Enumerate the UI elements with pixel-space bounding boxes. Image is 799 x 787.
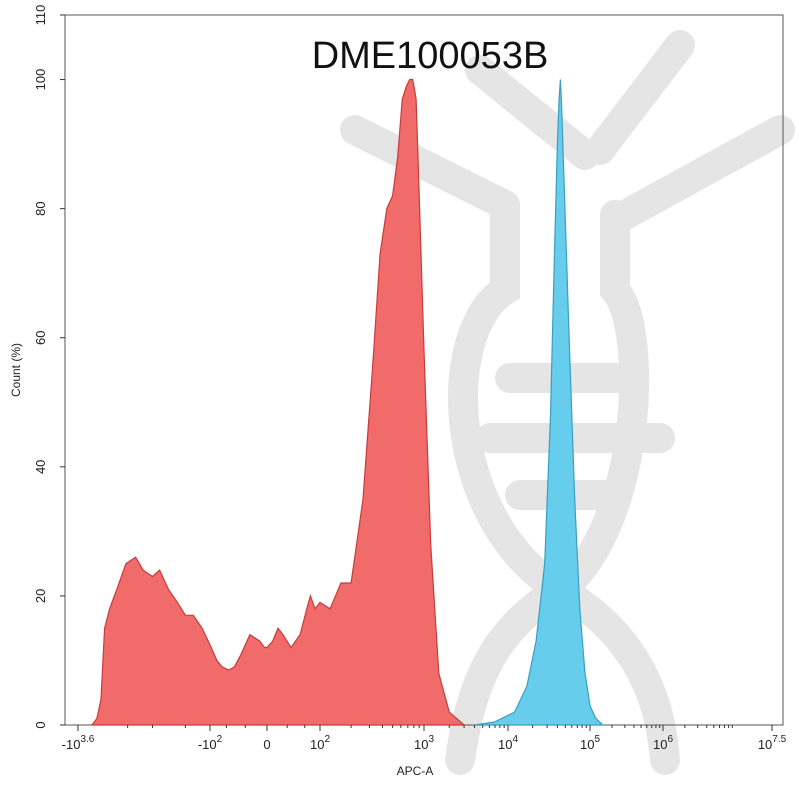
- y-tick-label: 100: [33, 69, 48, 91]
- x-axis-title: APC-A: [397, 764, 434, 778]
- x-tick-label: -103.6: [62, 734, 95, 752]
- x-tick-label: 0: [263, 737, 270, 752]
- series-layer: [90, 78, 605, 726]
- histogram-series-2: [474, 79, 605, 726]
- y-tick-label: 40: [33, 460, 48, 474]
- x-tick-label: 103: [414, 734, 434, 752]
- histogram-series-1: [90, 78, 466, 726]
- y-tick-label: 60: [33, 330, 48, 344]
- y-axis: 0 20 40 60 80 100 110: [33, 5, 65, 729]
- x-tick-label: -102: [198, 734, 223, 752]
- y-tick-label: 80: [33, 201, 48, 215]
- x-tick-label: 106: [653, 734, 673, 752]
- x-tick-label: 102: [310, 734, 330, 752]
- x-tick-label: 105: [580, 734, 600, 752]
- x-tick-label: 107.5: [758, 734, 787, 752]
- y-tick-label: 0: [33, 721, 48, 728]
- chart-title: DME100053B: [312, 35, 549, 77]
- y-tick-label: 20: [33, 589, 48, 603]
- x-tick-label: 104: [498, 734, 518, 752]
- y-tick-label: 110: [33, 5, 48, 26]
- x-axis: -103.6 -102 0 102 103 104 105 106 107.5: [62, 725, 787, 752]
- y-axis-title: Count (%): [9, 343, 23, 397]
